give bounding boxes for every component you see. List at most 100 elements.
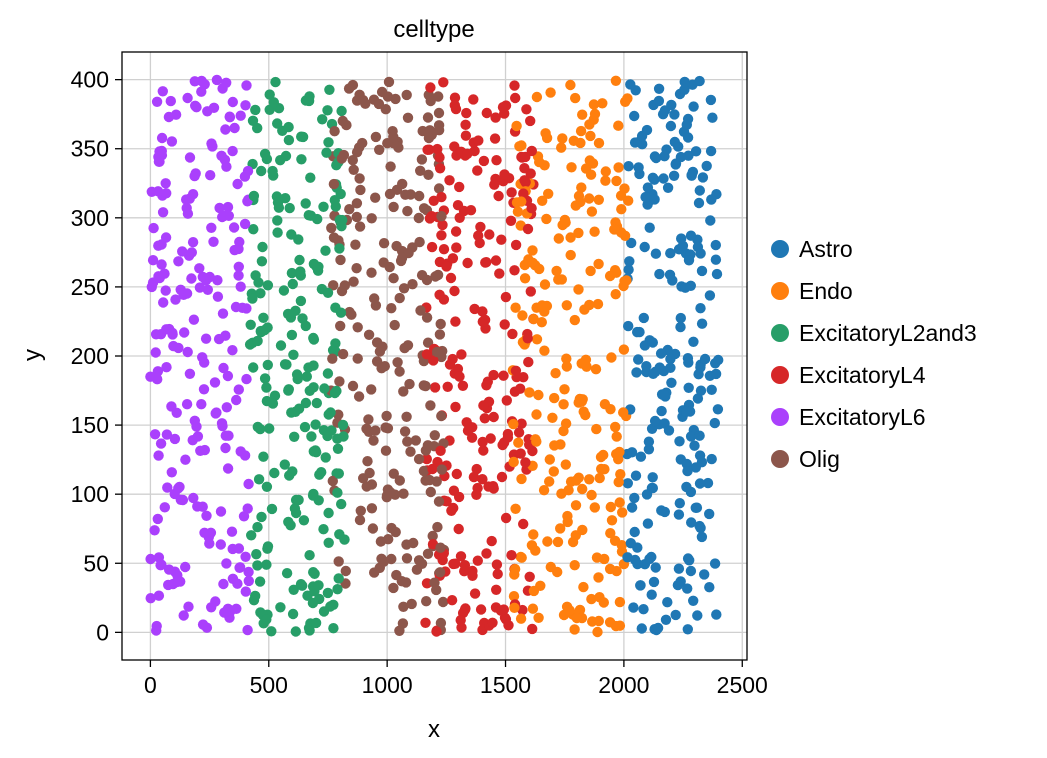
point-excitatoryl4 <box>449 285 460 297</box>
point-excitatoryl4 <box>495 605 507 616</box>
point-excitatoryl4 <box>435 445 446 456</box>
point-excitatoryl6 <box>187 237 199 248</box>
point-excitatoryl2and3 <box>332 584 343 595</box>
point-astro <box>683 255 695 266</box>
point-olig <box>394 366 405 377</box>
point-endo <box>511 197 523 208</box>
point-excitatoryl2and3 <box>325 601 336 612</box>
point-olig <box>347 380 359 392</box>
point-excitatoryl2and3 <box>272 227 283 238</box>
legend-marker <box>771 240 789 258</box>
point-endo <box>516 473 527 485</box>
point-astro <box>674 498 685 509</box>
point-excitatoryl2and3 <box>252 335 263 347</box>
point-astro <box>675 151 687 163</box>
point-endo <box>533 612 544 623</box>
point-astro <box>626 447 638 458</box>
point-excitatoryl2and3 <box>253 474 265 485</box>
point-excitatoryl4 <box>522 333 533 344</box>
point-excitatoryl6 <box>221 402 232 413</box>
point-excitatoryl4 <box>515 448 526 459</box>
point-olig <box>398 601 409 612</box>
point-excitatoryl4 <box>522 223 534 235</box>
point-excitatoryl4 <box>456 349 467 360</box>
point-astro <box>711 268 723 280</box>
point-olig <box>399 426 411 437</box>
point-excitatoryl6 <box>177 494 189 506</box>
point-endo <box>556 488 567 499</box>
point-astro <box>649 415 661 427</box>
point-endo <box>547 412 558 423</box>
point-excitatoryl2and3 <box>282 308 294 320</box>
point-astro <box>685 565 697 577</box>
point-excitatoryl6 <box>226 526 238 537</box>
point-astro <box>625 538 636 549</box>
point-olig <box>425 400 436 411</box>
point-olig <box>436 211 447 222</box>
point-excitatoryl6 <box>161 362 172 373</box>
point-excitatoryl6 <box>217 308 229 319</box>
point-astro <box>695 385 707 396</box>
point-endo <box>599 464 610 475</box>
point-excitatoryl6 <box>180 454 191 465</box>
point-astro <box>639 241 650 253</box>
point-astro <box>688 101 699 112</box>
point-excitatoryl4 <box>483 481 494 492</box>
point-endo <box>617 507 628 518</box>
point-endo <box>569 560 580 571</box>
point-olig <box>416 270 428 281</box>
point-excitatoryl4 <box>481 107 492 119</box>
point-endo <box>527 257 538 268</box>
point-excitatoryl6 <box>242 503 253 514</box>
point-excitatoryl2and3 <box>275 340 287 351</box>
point-excitatoryl4 <box>448 485 460 496</box>
point-olig <box>425 95 436 107</box>
point-excitatoryl2and3 <box>284 470 295 481</box>
y-tick-label: 50 <box>83 550 109 576</box>
point-olig <box>328 178 340 190</box>
point-excitatoryl6 <box>182 346 193 358</box>
y-tick-label: 250 <box>71 274 109 300</box>
point-excitatoryl4 <box>472 165 483 176</box>
point-endo <box>577 483 588 495</box>
point-excitatoryl6 <box>152 366 164 377</box>
point-astro <box>635 451 647 462</box>
point-olig <box>435 318 446 330</box>
point-excitatoryl6 <box>231 394 242 406</box>
point-excitatoryl4 <box>436 191 447 203</box>
point-endo <box>605 528 616 539</box>
y-tick-label: 300 <box>71 205 109 231</box>
point-endo <box>553 233 564 244</box>
point-endo <box>593 258 604 270</box>
point-excitatoryl6 <box>192 431 204 442</box>
point-astro <box>705 215 716 226</box>
point-excitatoryl6 <box>173 256 184 267</box>
point-astro <box>710 239 721 251</box>
point-endo <box>611 448 622 460</box>
point-excitatoryl6 <box>152 186 164 197</box>
point-excitatoryl2and3 <box>336 498 347 510</box>
point-endo <box>606 515 618 526</box>
point-olig <box>347 155 358 166</box>
point-olig <box>418 465 430 477</box>
point-olig <box>418 380 429 391</box>
point-astro <box>705 145 717 157</box>
point-astro <box>675 312 686 324</box>
point-endo <box>586 593 597 605</box>
point-excitatoryl6 <box>161 429 173 440</box>
point-excitatoryl6 <box>150 347 161 358</box>
point-endo <box>517 310 528 321</box>
point-astro <box>636 623 647 634</box>
point-excitatoryl4 <box>451 242 462 253</box>
point-olig <box>337 348 349 360</box>
point-endo <box>579 304 590 315</box>
point-excitatoryl4 <box>441 496 452 507</box>
point-excitatoryl6 <box>154 156 165 167</box>
point-olig <box>351 263 362 274</box>
point-excitatoryl6 <box>216 150 227 161</box>
point-olig <box>431 584 442 596</box>
point-endo <box>570 92 581 104</box>
point-excitatoryl6 <box>145 593 156 604</box>
point-excitatoryl6 <box>156 259 167 270</box>
point-excitatoryl6 <box>161 188 172 199</box>
